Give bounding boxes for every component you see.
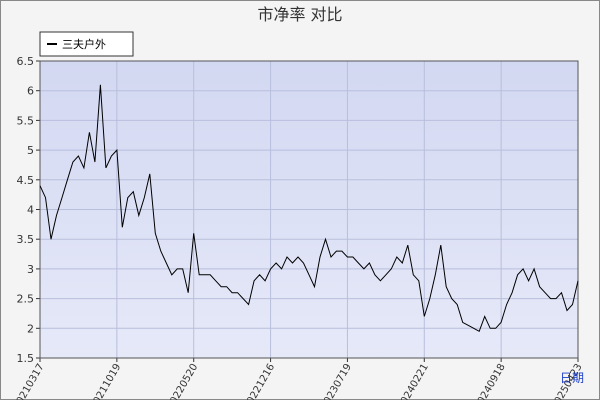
y-tick-label: 6.5	[17, 55, 35, 68]
axes-border	[39, 60, 579, 359]
y-tick-label: 4.5	[17, 174, 35, 187]
line	[39, 84, 579, 333]
y-tick-label: 5	[27, 144, 34, 157]
y-tick-label: 2	[27, 322, 34, 335]
y-tick-label: 5.5	[17, 114, 35, 127]
chart-title: 市净率 对比	[257, 5, 342, 24]
y-tick-label: 3.5	[17, 233, 35, 246]
y-tick-label: 2.5	[17, 293, 35, 306]
legend-label: 三夫户外	[62, 37, 106, 51]
y-tick-label: 6	[27, 85, 34, 98]
y-tick-label: 4	[27, 204, 34, 217]
y-tick-label: 3	[27, 263, 34, 276]
y-tick-label: 1.5	[17, 352, 35, 365]
x-axis-label: 日期	[560, 371, 584, 385]
